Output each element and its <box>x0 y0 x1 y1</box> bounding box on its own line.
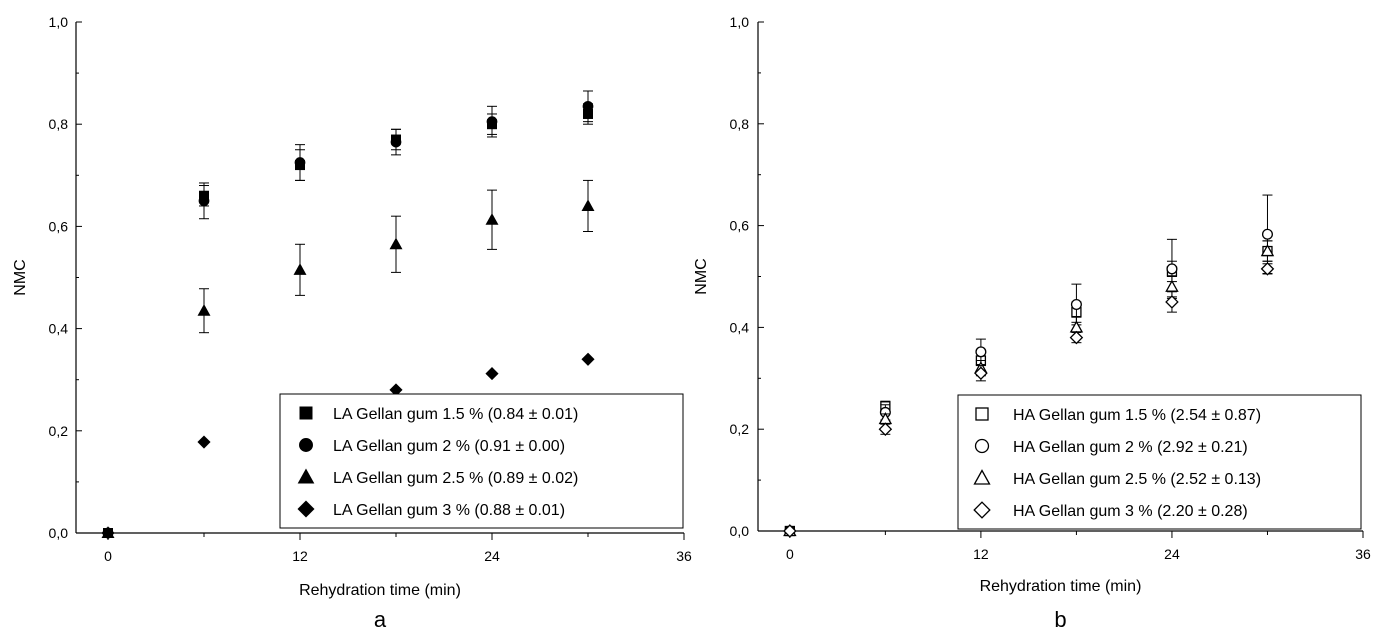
legend-box <box>957 394 1362 530</box>
data-point <box>1165 279 1179 292</box>
legend-entry: LA Gellan gum 1.5 % (0.84 ± 0.01) <box>333 406 578 423</box>
legend-marker-circle <box>299 438 313 452</box>
x-tick-label: 12 <box>973 546 989 562</box>
data-point <box>101 526 115 540</box>
y-tick-label: 0,6 <box>49 218 69 234</box>
data-point <box>1069 330 1084 345</box>
data-point <box>1070 298 1082 311</box>
legend-entry: HA Gellan gum 1.5 % (2.54 ± 0.87) <box>1013 407 1261 424</box>
x-tick-label: 24 <box>484 548 500 564</box>
series-triangle <box>101 179 595 538</box>
x-tick-label: 36 <box>1355 546 1371 562</box>
legend-entry: HA Gellan gum 3 % (2.20 ± 0.28) <box>1013 503 1248 520</box>
data-point <box>389 237 403 250</box>
data-point <box>390 136 402 148</box>
legend-entry: LA Gellan gum 3 % (0.88 ± 0.01) <box>333 502 565 519</box>
y-tick-label: 1,0 <box>730 14 750 30</box>
legend-box <box>279 393 684 529</box>
x-tick-label: 24 <box>1164 546 1180 562</box>
chart-panel-b: 0,0 0,2 0,4 0,6 0,8 1,0 0 12 24 36 Rehydration tim… <box>693 14 1371 631</box>
legend-marker-diamond <box>973 501 991 519</box>
y-axis-title: NMC <box>12 259 29 295</box>
y-tick-label: 0,2 <box>730 421 750 437</box>
data-point <box>197 435 211 449</box>
x-axis-title: Rehydration time (min) <box>980 578 1142 595</box>
y-tick-label: 0,8 <box>730 116 750 132</box>
data-point <box>485 213 499 225</box>
data-point <box>294 157 306 168</box>
data-point <box>1165 295 1179 309</box>
legend-marker-diamond <box>297 500 315 518</box>
y-tick-label: 0,4 <box>730 319 750 335</box>
legend-marker-square <box>975 407 989 421</box>
x-tick-label: 12 <box>292 548 308 564</box>
y-tick-label: 0,0 <box>49 525 69 541</box>
y-tick-label: 1,0 <box>49 14 69 30</box>
data-point <box>1260 244 1275 257</box>
legend-entry: HA Gellan gum 2.5 % (2.52 ± 0.13) <box>1013 471 1261 488</box>
y-tick-label: 0,2 <box>49 423 69 439</box>
data-point <box>1166 263 1178 275</box>
legend-marker-triangle <box>973 469 991 485</box>
legend-entry: LA Gellan gum 2 % (0.91 ± 0.00) <box>333 438 565 455</box>
data-point <box>581 199 595 211</box>
legend: LA Gellan gum 1.5 % (0.84 ± 0.01) LA Gell… <box>279 393 684 529</box>
y-tick-label: 0,4 <box>49 321 69 337</box>
data-point <box>582 100 594 112</box>
chart-panel-a: 0,0 0,2 0,4 0,6 0,8 1,0 0 12 24 36 Rehydration tim… <box>12 14 692 631</box>
y-tick-label: 0,8 <box>49 116 69 132</box>
y-axis-title: NMC <box>693 258 710 294</box>
series-diamond <box>783 262 1275 538</box>
y-tick-label: 0,0 <box>730 523 750 539</box>
data-point <box>1069 320 1084 333</box>
data-point <box>1260 262 1275 276</box>
data-point <box>975 346 987 358</box>
data-point <box>1261 228 1273 240</box>
data-point <box>878 422 893 436</box>
data-point <box>581 352 595 366</box>
legend-marker-circle <box>974 438 990 454</box>
data-point <box>197 304 211 316</box>
data-point <box>783 524 797 538</box>
panel-letter: a <box>374 607 387 631</box>
data-point <box>486 116 498 128</box>
legend-marker-square <box>299 406 313 420</box>
legend-entry: HA Gellan gum 2 % (2.92 ± 0.21) <box>1013 439 1248 456</box>
legend-marker-triangle <box>297 468 315 484</box>
data-point <box>485 367 499 381</box>
x-tick-label: 36 <box>676 548 692 564</box>
data-point <box>293 263 307 275</box>
x-axis-title: Rehydration time (min) <box>299 582 461 599</box>
panel-letter: b <box>1054 607 1066 631</box>
legend-entry: LA Gellan gum 2.5 % (0.89 ± 0.02) <box>333 470 578 487</box>
y-tick-label: 0,6 <box>730 218 750 234</box>
x-tick-label: 0 <box>786 546 794 562</box>
data-point <box>974 366 988 380</box>
legend: HA Gellan gum 1.5 % (2.54 ± 0.87) HA Gell… <box>957 394 1362 530</box>
data-point <box>198 195 210 207</box>
x-tick-label: 0 <box>104 548 112 564</box>
